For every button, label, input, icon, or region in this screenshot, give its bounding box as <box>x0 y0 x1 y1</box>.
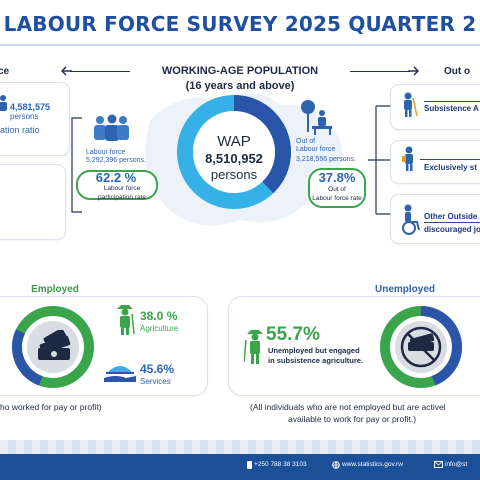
wap-title: WORKING-AGE POPULATION (16 years and abo… <box>130 64 350 94</box>
employment-ratio-label: ation ratio <box>0 125 40 135</box>
out-labour-force-rate-label-1: Out of <box>328 186 346 193</box>
phone-icon <box>247 461 252 469</box>
employed-title: Employed <box>31 284 79 295</box>
out-labour-force-rate: 37.8% <box>318 170 356 185</box>
footer-email[interactable]: info@st <box>445 461 468 468</box>
out-labour-force-rate-label: Out of Labour force rate <box>300 185 374 203</box>
subsistence-farmer-icon <box>244 330 263 364</box>
left-connector <box>71 117 82 213</box>
out-labour-force-rate-label-2: Labour force rate <box>312 195 362 202</box>
out-labour-force-value: 3,218,556 persons. <box>296 156 356 163</box>
subsistence-card-bar <box>424 101 480 102</box>
email-icon <box>434 461 443 468</box>
footer-website[interactable]: www.statistics.gov.rw <box>342 461 403 468</box>
out-labour-force-rate-pill <box>308 168 366 208</box>
left-section-label: ce <box>0 66 10 77</box>
subsistence-card-label: Subsistence A <box>424 104 479 113</box>
wap-title-line2: (16 years and above) <box>185 80 295 92</box>
student-icon <box>402 146 413 171</box>
right-connector <box>368 105 390 215</box>
donut-dark-segment <box>177 95 291 209</box>
secondary-left-card <box>0 164 66 240</box>
employed-unit: persons <box>10 112 39 121</box>
unemployed-caption-1: (All individuals who are not employed bu… <box>250 402 446 412</box>
person-on-bench-icon <box>301 100 332 135</box>
person-icon <box>0 95 7 111</box>
wap-center-value: 8,510,952 <box>205 151 263 166</box>
no-money-icon <box>400 326 442 368</box>
wap-title-line1: WORKING-AGE POPULATION <box>161 65 319 77</box>
out-labour-force-label-2: Labour force <box>296 146 336 153</box>
service-hand-icon <box>104 366 136 382</box>
other-outside-label-2: discouraged jo <box>424 225 480 234</box>
unemployed-title: Unemployed <box>374 284 435 295</box>
farmer-icon <box>404 92 418 117</box>
labour-force-rate-pill <box>76 170 158 200</box>
subsistence-label-1: Unemployed but engaged <box>268 346 360 355</box>
employed-count: 4,581,575 <box>10 102 51 112</box>
arrow-right-icon <box>408 66 420 76</box>
arrow-left-icon <box>60 66 72 76</box>
money-stack-icon <box>38 330 71 360</box>
student-card-bar <box>420 159 480 160</box>
labour-force-rate-label: Labour force participation rate <box>86 184 158 202</box>
footer-bar <box>0 454 480 480</box>
labour-force-rate-label-2: participation rate <box>97 194 147 201</box>
labour-force-rate: 62.2 % <box>95 170 137 185</box>
other-outside-card-bar <box>424 222 480 223</box>
employed-caption: ho worked for pay or profit) <box>0 402 102 412</box>
wap-donut-chart <box>177 95 291 209</box>
wheelchair-icon <box>402 204 420 235</box>
labour-force-value: 5,292,396 persons. <box>86 157 146 164</box>
labour-force-label: Labour force <box>86 149 126 156</box>
wap-center-label: WAP <box>217 133 251 150</box>
student-card-label: Exclusively st <box>424 163 477 172</box>
unemployed-donut-blue <box>380 306 462 388</box>
agriculture-pct: 38.0 % <box>140 309 178 323</box>
labour-force-group-icon <box>94 114 129 141</box>
labour-force-rate-label-1: Labour force <box>103 185 141 192</box>
wap-center-unit: persons <box>210 167 258 182</box>
services-label: Services <box>140 377 171 386</box>
out-labour-force-label-1: Out of <box>296 138 316 145</box>
donut-center <box>193 111 275 193</box>
employment-card <box>0 82 70 156</box>
globe-icon <box>332 461 340 469</box>
footer-pattern-band <box>0 440 480 454</box>
farmer-agriculture-icon <box>117 305 135 335</box>
unemployed-caption-2: available to work for pay or profit.) <box>288 414 417 424</box>
agriculture-label: Agriculture <box>140 324 179 333</box>
right-section-label: Out o <box>444 66 471 77</box>
subsistence-pct: 55.7% <box>266 324 320 345</box>
services-pct: 45.6% <box>140 362 175 376</box>
other-outside-label-1: Other Outside <box>424 212 478 221</box>
footer-phone[interactable]: +250 788 38 3103 <box>254 461 307 468</box>
page-title: LABOUR FORCE SURVEY 2025 QUARTER 2 <box>3 12 477 36</box>
subsistence-label-2: in subsistence agriculture. <box>268 356 364 365</box>
title-divider <box>0 44 480 46</box>
